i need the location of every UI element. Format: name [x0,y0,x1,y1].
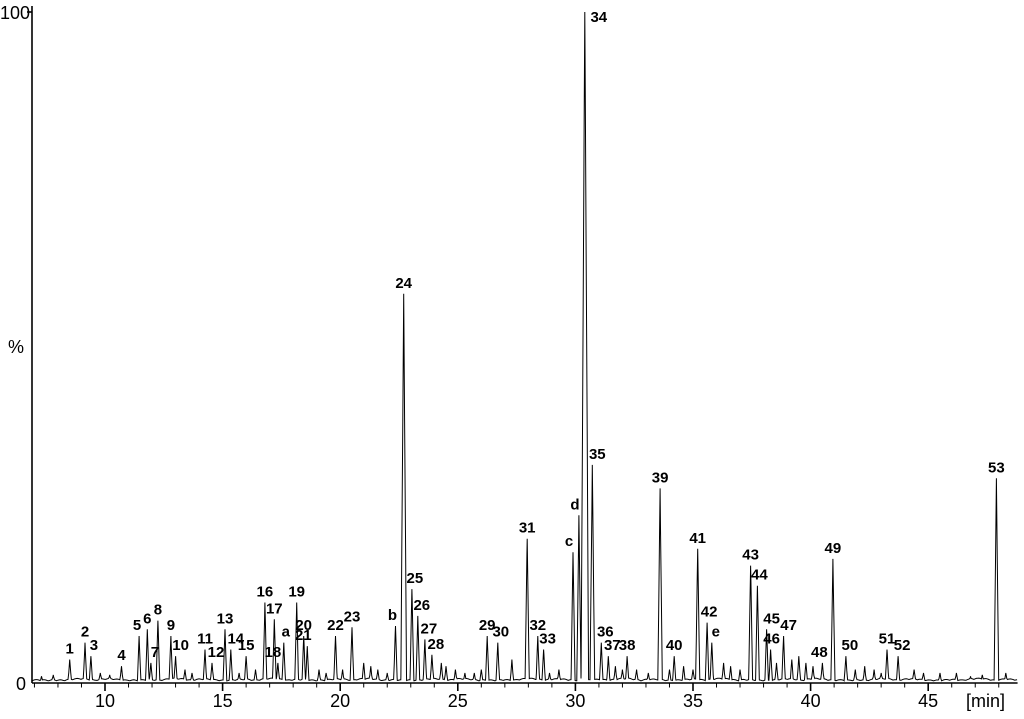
peak-label: 37 [604,637,621,654]
y-axis-unit-label: % [7,337,24,357]
peak-label: 30 [492,624,509,641]
peak-label: 28 [428,636,445,653]
peak-label: 51 [879,631,896,648]
peak-label: 6 [143,610,151,627]
peak-label: 2 [81,624,89,641]
peak-label: e [712,624,720,641]
peak-label: 44 [751,567,768,584]
peak-label: 12 [208,644,225,661]
peak-label: 13 [217,610,234,627]
peak-label: 20 [295,617,312,634]
peak-label: 42 [701,604,718,621]
y-axis-min-label: 0 [15,674,26,694]
chromatogram-trace [31,11,1018,682]
peak-label: 26 [413,597,430,614]
peak-label: 1 [66,641,74,658]
x-tick-label: 45 [918,691,938,711]
x-tick-label: 15 [213,691,233,711]
peak-label: 38 [619,637,636,654]
x-tick-label: 35 [683,691,703,711]
peak-label: 39 [652,469,669,486]
peak-label: 31 [519,520,536,537]
peak-label: 27 [421,620,438,637]
peak-label: 21 [295,627,312,644]
x-tick-label: 20 [330,691,350,711]
peak-label: 3 [90,637,98,654]
peak-label: a [282,624,291,641]
peak-label: 34 [590,9,607,26]
peak-label: 24 [395,275,412,292]
peak-label: 49 [825,540,842,557]
peak-label: 52 [894,637,911,654]
peak-label: 15 [238,637,255,654]
x-tick-label: 25 [448,691,468,711]
peak-label: 16 [257,584,274,601]
peak-label: 43 [742,547,759,564]
peak-label: 14 [227,631,244,648]
peak-label: 32 [529,617,546,634]
x-tick-label: 40 [801,691,821,711]
peak-label: 19 [288,584,305,601]
peak-label: 11 [197,631,213,648]
peak-label: 23 [344,608,361,625]
peak-label: 53 [988,459,1005,476]
peak-label: 5 [133,617,141,634]
peak-label: 18 [265,644,282,661]
x-tick-label: 10 [95,691,115,711]
peak-label: d [570,496,579,513]
peak-label: 29 [479,617,496,634]
peak-label: b [388,607,397,624]
peak-label: 46 [763,631,780,648]
peak-label: 35 [589,446,606,463]
y-axis-max-label: 100 [0,3,31,23]
peak-label: 50 [842,637,859,654]
peak-label: 25 [407,570,424,587]
peak-label: 36 [597,624,614,641]
peak-label: 9 [167,617,175,634]
x-tick-label: 30 [565,691,585,711]
peak-label: c [565,533,573,550]
peak-label: 33 [539,631,556,648]
peak-label: 41 [689,530,706,547]
peak-label: 8 [154,602,162,619]
peak-label: 4 [117,647,126,664]
peak-label: 7 [151,644,159,661]
peak-label: 40 [666,637,683,654]
peak-label: 22 [327,617,344,634]
peak-label: 47 [780,617,797,634]
peak-label: 48 [811,644,828,661]
peak-label: 45 [763,610,780,627]
peak-label: 10 [172,637,189,654]
peak-label: 17 [266,600,283,617]
x-axis-unit-label: [min] [966,691,1006,711]
